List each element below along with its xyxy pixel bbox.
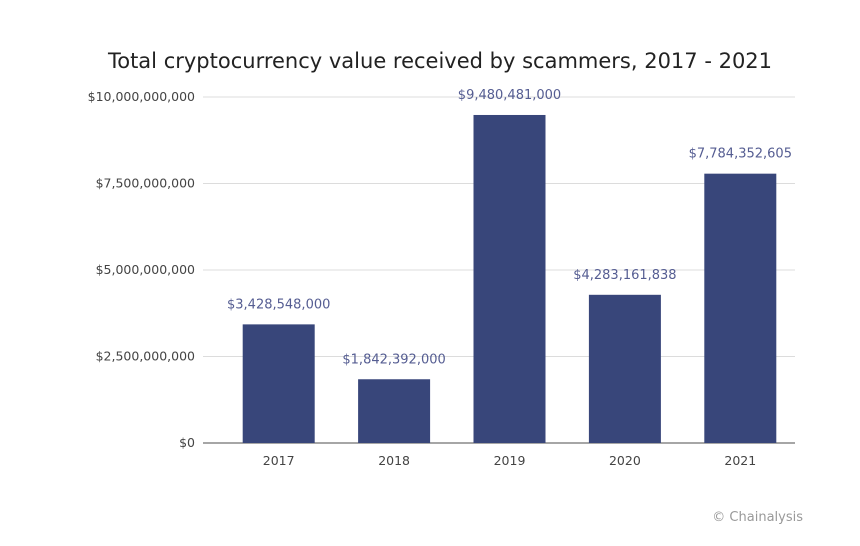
y-tick-label: $5,000,000,000 — [96, 262, 195, 277]
x-tick-label: 2020 — [609, 453, 641, 468]
data-label-2017: $3,428,548,000 — [227, 297, 330, 312]
bar-2019 — [473, 114, 546, 444]
bar-2017 — [242, 324, 315, 443]
data-label-2019: $9,480,481,000 — [458, 88, 561, 103]
chainalysis-credit: © Chainalysis — [712, 510, 803, 525]
bar-2021 — [704, 173, 777, 444]
y-tick-label: $10,000,000,000 — [88, 89, 195, 104]
data-label-2020: $4,283,161,838 — [573, 268, 676, 283]
x-tick-label: 2021 — [724, 453, 756, 468]
x-tick-label: 2017 — [263, 453, 295, 468]
bar-2018 — [358, 379, 431, 443]
chart-title: Total cryptocurrency value received by s… — [107, 49, 772, 73]
x-tick-label: 2019 — [494, 453, 526, 468]
x-tick-label: 2018 — [378, 453, 410, 468]
y-tick-label: $0 — [179, 435, 195, 450]
data-label-2021: $7,784,352,605 — [689, 147, 792, 162]
data-label-2018: $1,842,392,000 — [342, 352, 445, 367]
y-tick-label: $7,500,000,000 — [96, 176, 195, 191]
y-tick-label: $2,500,000,000 — [96, 349, 195, 364]
bar-2020 — [588, 294, 661, 443]
